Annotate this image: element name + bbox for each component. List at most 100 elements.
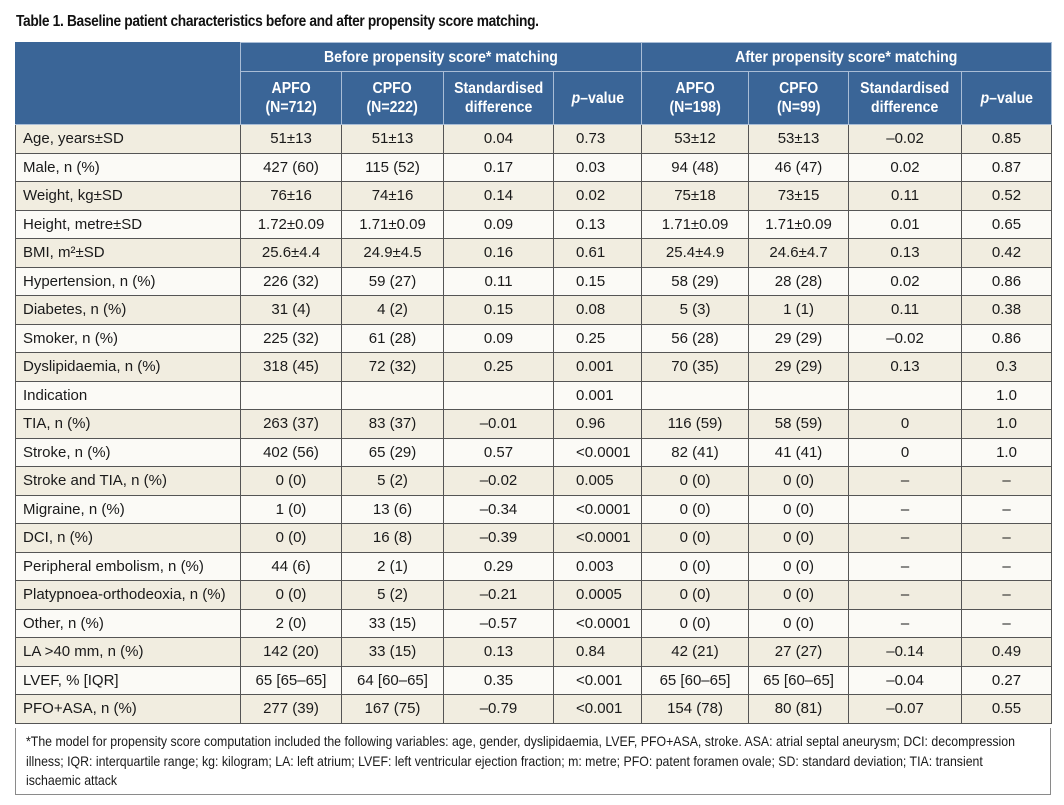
before-p-value-cell: 0.96 bbox=[552, 409, 643, 439]
before-std-diff-cell: –0.02 bbox=[443, 466, 554, 496]
before-std-diff-cell: 0.13 bbox=[443, 637, 554, 667]
after-apfo-cell: 116 (59) bbox=[641, 409, 750, 439]
table-row: Male, n (%) 427 (60) 115 (52) 0.17 0.03 94 (4… bbox=[15, 152, 1053, 182]
after-std-diff-cell: – bbox=[848, 523, 963, 553]
row-label: Age, years±SD bbox=[15, 124, 241, 154]
table-header: Before propensity score* matching After … bbox=[15, 42, 1053, 125]
before-std-diff-cell: –0.79 bbox=[443, 694, 554, 724]
before-apfo-cell: 0 (0) bbox=[240, 466, 342, 496]
before-apfo-cell bbox=[240, 380, 342, 410]
col-header-before-cpfo: CPFO (N=222) bbox=[341, 71, 444, 125]
after-apfo-cell: 58 (29) bbox=[641, 266, 750, 296]
before-cpfo-cell: 59 (27) bbox=[341, 266, 444, 296]
after-std-diff-cell: – bbox=[848, 580, 963, 610]
before-apfo-cell: 1 (0) bbox=[240, 494, 342, 524]
before-cpfo-cell: 5 (2) bbox=[341, 466, 444, 496]
col-header-before-p-value: p–value bbox=[552, 71, 643, 125]
row-label: Diabetes, n (%) bbox=[15, 295, 241, 325]
after-p-value-cell: 0.85 bbox=[961, 124, 1053, 154]
before-std-diff-cell: 0.14 bbox=[443, 181, 554, 211]
after-apfo-cell: 1.71±0.09 bbox=[641, 209, 750, 239]
after-p-value-cell: 0.55 bbox=[961, 694, 1053, 724]
after-std-diff-cell: –0.02 bbox=[848, 124, 963, 154]
before-p-value-cell: 0.25 bbox=[552, 323, 643, 353]
after-p-value-cell: 0.87 bbox=[961, 152, 1053, 182]
after-std-diff-cell: 0.02 bbox=[848, 152, 963, 182]
before-std-diff-cell: 0.25 bbox=[443, 352, 554, 382]
row-label: Other, n (%) bbox=[15, 608, 241, 638]
after-cpfo-cell bbox=[748, 380, 850, 410]
row-label: Migraine, n (%) bbox=[15, 494, 241, 524]
before-std-diff-cell: –0.57 bbox=[443, 608, 554, 638]
before-p-value-cell: 0.005 bbox=[552, 466, 643, 496]
before-std-diff-cell: 0.09 bbox=[443, 323, 554, 353]
table-title: Table 1. Baseline patient characteristic… bbox=[16, 13, 539, 30]
before-apfo-cell: 1.72±0.09 bbox=[240, 209, 342, 239]
table-row: BMI, m²±SD 25.6±4.4 24.9±4.5 0.16 0.61 25.4±4… bbox=[15, 238, 1053, 268]
after-std-diff-cell: 0.01 bbox=[848, 209, 963, 239]
after-cpfo-cell: 53±13 bbox=[748, 124, 850, 154]
after-p-value-cell: 0.42 bbox=[961, 238, 1053, 268]
group-header-before-label: Before propensity score* matching bbox=[324, 48, 558, 66]
group-header-after: After propensity score* matching bbox=[641, 42, 1053, 72]
before-apfo-cell: 0 (0) bbox=[240, 523, 342, 553]
after-std-diff-cell: – bbox=[848, 608, 963, 638]
row-label: Stroke, n (%) bbox=[15, 437, 241, 467]
after-std-diff-cell: – bbox=[848, 494, 963, 524]
after-apfo-cell bbox=[641, 380, 750, 410]
after-std-diff-cell: 0 bbox=[848, 409, 963, 439]
before-p-value-cell: 0.61 bbox=[552, 238, 643, 268]
row-label: Smoker, n (%) bbox=[15, 323, 241, 353]
before-apfo-cell: 402 (56) bbox=[240, 437, 342, 467]
after-cpfo-cell: 80 (81) bbox=[748, 694, 850, 724]
after-apfo-cell: 56 (28) bbox=[641, 323, 750, 353]
table-row: Migraine, n (%) 1 (0) 13 (6) –0.34 <0.0001 0 … bbox=[15, 494, 1053, 524]
table-row: TIA, n (%) 263 (37) 83 (37) –0.01 0.96 116 (5… bbox=[15, 409, 1053, 439]
before-cpfo-cell: 33 (15) bbox=[341, 637, 444, 667]
before-std-diff-cell: –0.21 bbox=[443, 580, 554, 610]
table-row: Diabetes, n (%) 31 (4) 4 (2) 0.15 0.08 5 (3) 1… bbox=[15, 295, 1053, 325]
after-apfo-cell: 25.4±4.9 bbox=[641, 238, 750, 268]
before-std-diff-cell: –0.34 bbox=[443, 494, 554, 524]
after-apfo-cell: 0 (0) bbox=[641, 494, 750, 524]
before-cpfo-cell: 13 (6) bbox=[341, 494, 444, 524]
before-apfo-cell: 25.6±4.4 bbox=[240, 238, 342, 268]
row-label: LA >40 mm, n (%) bbox=[15, 637, 241, 667]
row-label: Dyslipidaemia, n (%) bbox=[15, 352, 241, 382]
after-p-value-cell: – bbox=[961, 580, 1053, 610]
before-cpfo-cell: 51±13 bbox=[341, 124, 444, 154]
before-p-value-cell: 0.84 bbox=[552, 637, 643, 667]
row-label: BMI, m²±SD bbox=[15, 238, 241, 268]
row-label: TIA, n (%) bbox=[15, 409, 241, 439]
after-std-diff-cell: 0.11 bbox=[848, 295, 963, 325]
table-row: Dyslipidaemia, n (%) 318 (45) 72 (32) 0.25 0… bbox=[15, 352, 1053, 382]
before-p-value-cell: 0.03 bbox=[552, 152, 643, 182]
before-apfo-cell: 226 (32) bbox=[240, 266, 342, 296]
before-cpfo-cell: 33 (15) bbox=[341, 608, 444, 638]
table-row: Height, metre±SD 1.72±0.09 1.71±0.09 0.09 0.… bbox=[15, 209, 1053, 239]
before-apfo-cell: 263 (37) bbox=[240, 409, 342, 439]
after-p-value-cell: 0.38 bbox=[961, 295, 1053, 325]
after-apfo-cell: 0 (0) bbox=[641, 523, 750, 553]
after-std-diff-cell: 0.02 bbox=[848, 266, 963, 296]
after-apfo-cell: 5 (3) bbox=[641, 295, 750, 325]
before-p-value-cell: 0.0005 bbox=[552, 580, 643, 610]
after-p-value-cell: – bbox=[961, 551, 1053, 581]
row-label: Platypnoea-orthodeoxia, n (%) bbox=[15, 580, 241, 610]
after-p-value-cell: 0.86 bbox=[961, 266, 1053, 296]
col-header-after-apfo: APFO (N=198) bbox=[641, 71, 750, 125]
before-apfo-cell: 44 (6) bbox=[240, 551, 342, 581]
after-p-value-cell: 0.86 bbox=[961, 323, 1053, 353]
after-apfo-cell: 65 [60–65] bbox=[641, 665, 750, 695]
before-p-value-cell: <0.001 bbox=[552, 665, 643, 695]
table-row: Platypnoea-orthodeoxia, n (%) 0 (0) 5 (2) –… bbox=[15, 580, 1053, 610]
header-blank-cell bbox=[15, 42, 241, 125]
before-p-value-cell: <0.0001 bbox=[552, 608, 643, 638]
row-label: Hypertension, n (%) bbox=[15, 266, 241, 296]
table-row: Age, years±SD 51±13 51±13 0.04 0.73 53±12 53±1… bbox=[15, 124, 1053, 154]
before-std-diff-cell: 0.17 bbox=[443, 152, 554, 182]
after-apfo-cell: 75±18 bbox=[641, 181, 750, 211]
before-cpfo-cell: 24.9±4.5 bbox=[341, 238, 444, 268]
row-label: Indication bbox=[15, 380, 241, 410]
after-p-value-cell: 0.52 bbox=[961, 181, 1053, 211]
